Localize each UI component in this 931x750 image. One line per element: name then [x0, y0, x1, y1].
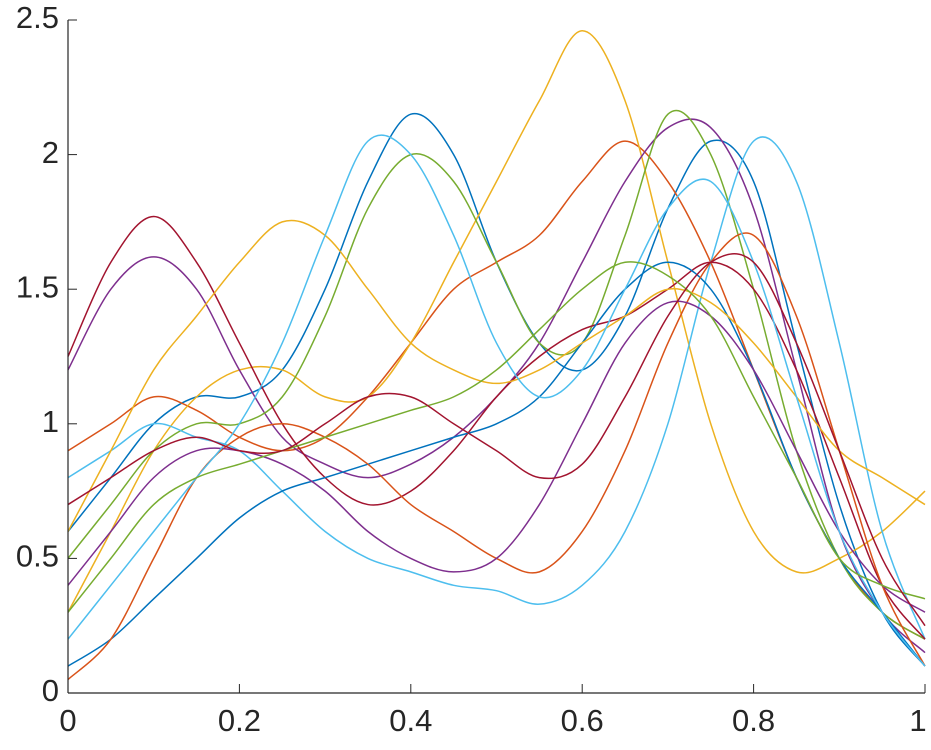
line-series — [67, 136, 926, 640]
line-series — [67, 261, 926, 613]
x-tick-label: 0 — [59, 703, 76, 738]
line-series — [67, 219, 926, 532]
x-tick-label: 1 — [909, 703, 926, 738]
y-tick-label: 0.5 — [16, 539, 59, 574]
x-tick-label: 0.4 — [389, 703, 432, 738]
y-tick-label: 2 — [42, 135, 59, 170]
x-tick-label: 0.2 — [218, 703, 261, 738]
line-series — [67, 232, 926, 681]
line-series — [67, 109, 926, 640]
line-series — [67, 253, 926, 627]
line-series — [67, 112, 926, 667]
line-series — [67, 261, 926, 667]
line-series — [67, 215, 926, 640]
y-tick-label: 0 — [42, 673, 59, 708]
y-tick-label: 1 — [42, 404, 59, 439]
line-series — [67, 134, 926, 667]
x-tick-label: 0.6 — [561, 703, 604, 738]
y-tick-label: 1.5 — [16, 269, 59, 304]
y-tick-label: 2.5 — [16, 0, 59, 35]
line-series — [67, 30, 926, 613]
x-tick-label: 0.8 — [732, 703, 775, 738]
line-series — [67, 300, 926, 613]
line-series — [67, 140, 926, 640]
